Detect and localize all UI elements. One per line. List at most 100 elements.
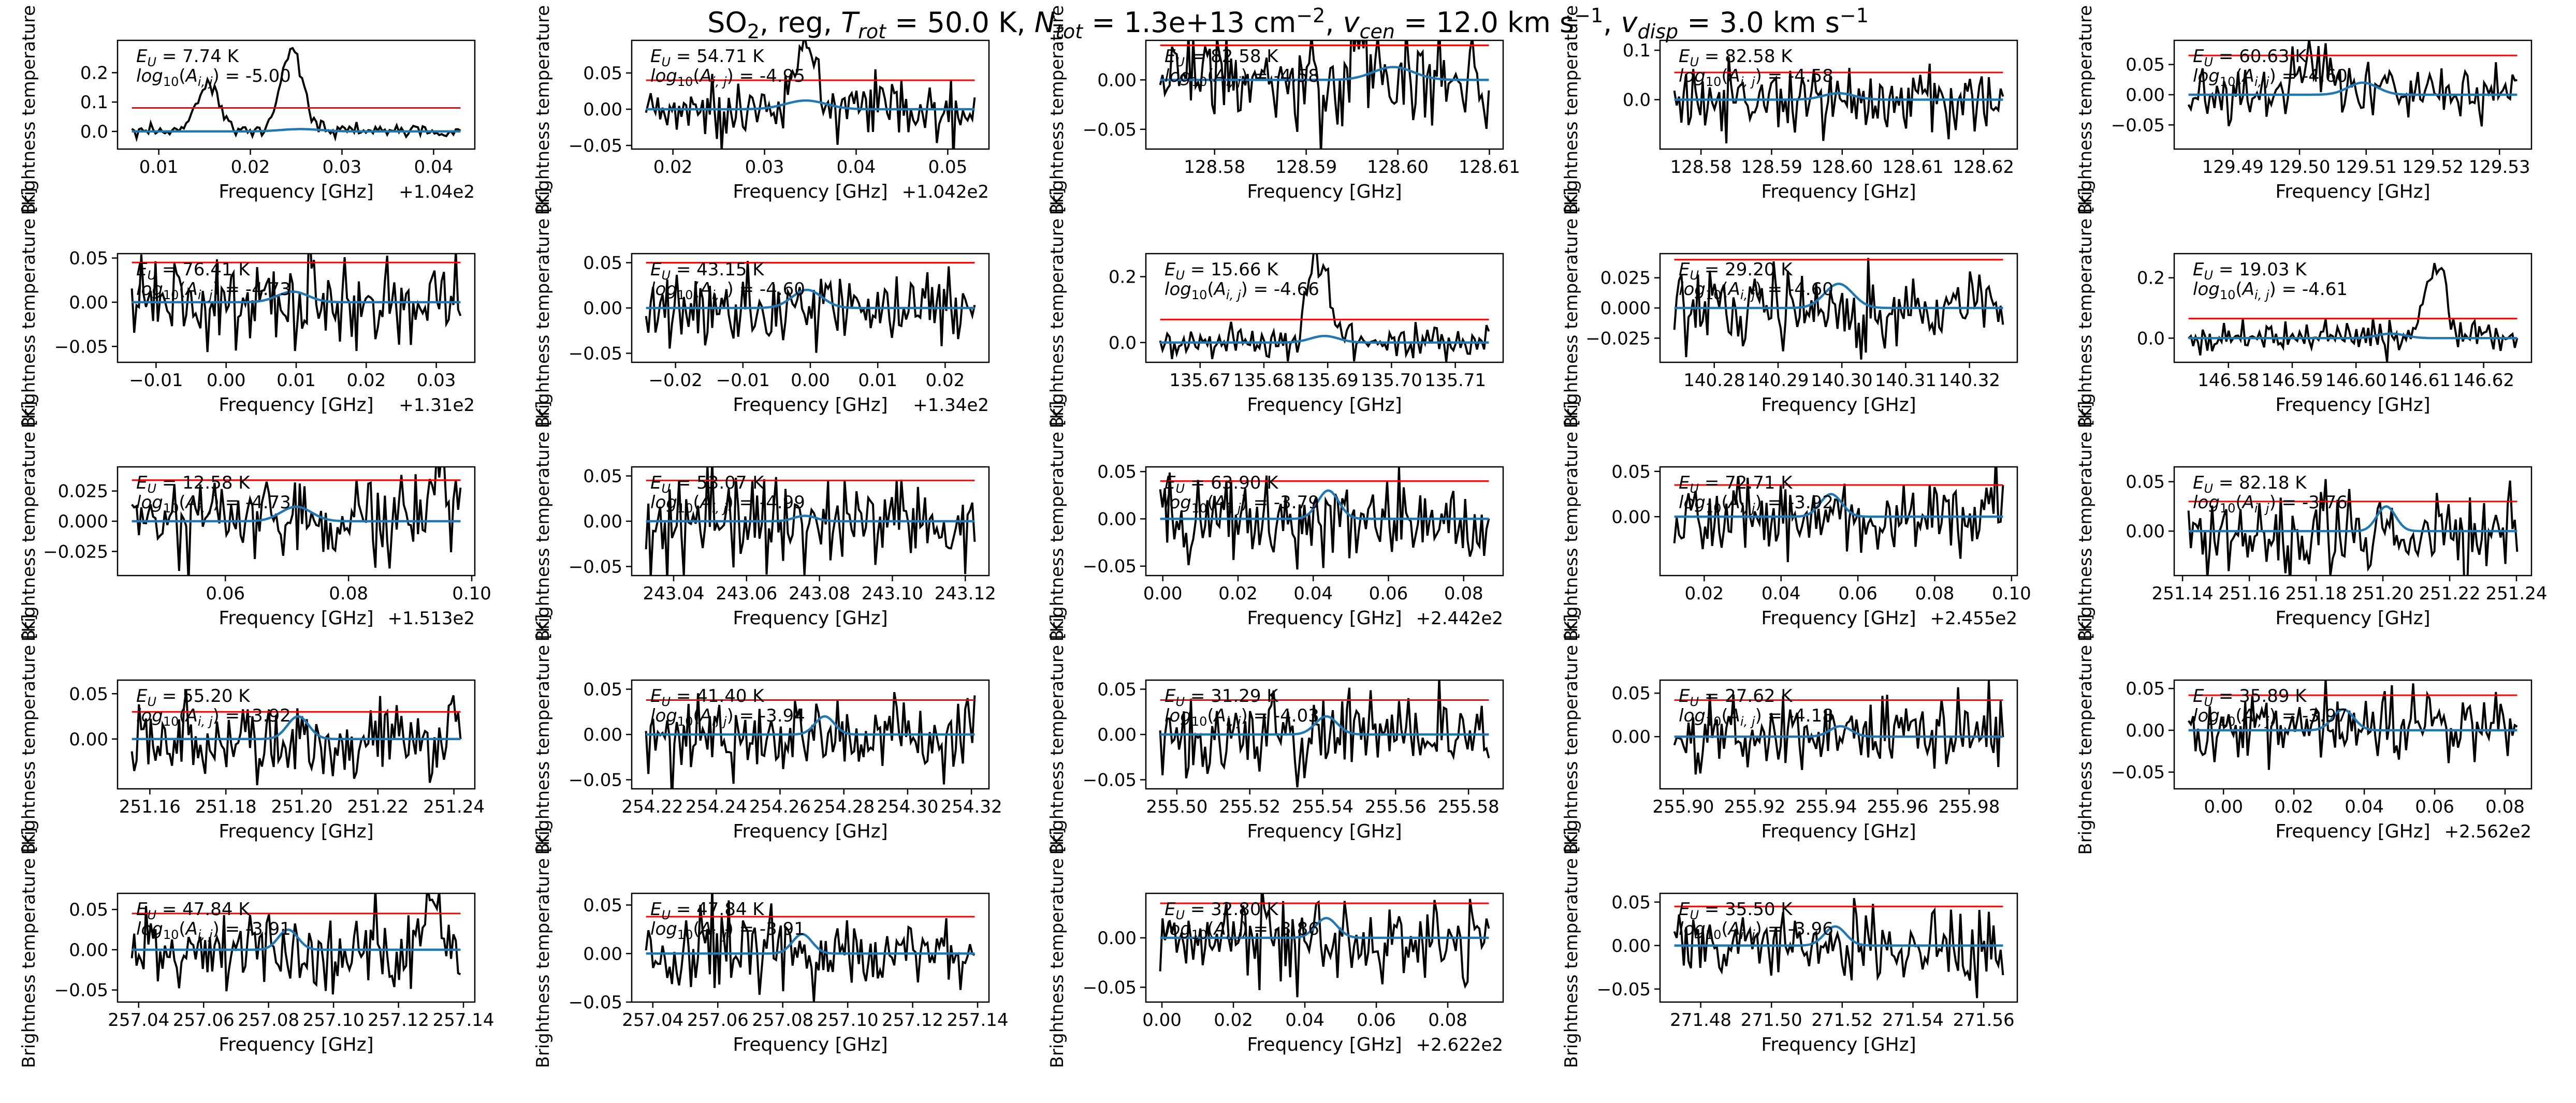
observed-spectrum-line xyxy=(1673,898,2004,998)
axes-frame xyxy=(1659,679,2018,790)
x-axis-label: Frequency [GHz] xyxy=(733,394,887,416)
observed-spectrum-line xyxy=(131,467,462,576)
y-tick-label: 0.0 xyxy=(1109,333,1137,354)
einstein-a-annotation: log10(Ai, j) = -3.92 xyxy=(136,705,291,729)
y-tick-label: −0.025 xyxy=(43,541,108,562)
x-tick-label: 140.29 xyxy=(1747,370,1809,391)
observed-spectrum-line xyxy=(2187,680,2518,770)
observed-spectrum-line xyxy=(130,690,462,786)
x-tick-label: 257.10 xyxy=(817,1010,879,1031)
subplot-6: −0.01 0.00 0.01 0.02 0.03 −0.05 0.00 0.05 Freque… xyxy=(19,187,476,429)
subplot-24: 271.48 271.50 271.52 271.54 271.56 −0.05 0.00 0… xyxy=(1561,827,2018,1068)
x-tick-label: 135.68 xyxy=(1233,370,1294,391)
x-axis-label: Frequency [GHz] xyxy=(1761,608,1916,629)
y-axis-label: Brightness temperature [K] xyxy=(1047,0,1068,215)
x-offset-label: +2.562e2 xyxy=(2444,821,2531,842)
x-tick-label: 0.06 xyxy=(206,583,245,604)
x-tick-label: 129.52 xyxy=(2402,157,2464,178)
y-axis-label: Brightness temperature [K] xyxy=(533,401,554,641)
x-tick-label: 0.01 xyxy=(858,370,897,391)
axes-frame xyxy=(2173,679,2533,790)
x-axis-label: Frequency [GHz] xyxy=(1761,821,1916,842)
y-axis-label: Brightness temperature [K] xyxy=(2075,401,2096,641)
x-tick-label: 0.02 xyxy=(1218,583,1258,604)
x-tick-label: 257.06 xyxy=(173,1010,235,1031)
x-axis-label: Frequency [GHz] xyxy=(219,1034,373,1055)
subplot-8: 135.67 135.68 135.69 135.70 135.71 0.0 0.2 Freq… xyxy=(1047,187,1504,429)
x-tick-label: 257.14 xyxy=(433,1010,494,1031)
upper-energy-annotation: EU = 31.29 K xyxy=(1165,686,1279,709)
x-tick-label: 128.59 xyxy=(1275,157,1337,178)
x-offset-label: +2.622e2 xyxy=(1416,1035,1503,1055)
subplot-14: 0.02 0.04 0.06 0.08 0.10 0.00 0.05 Frequency [G… xyxy=(1561,401,2031,641)
upper-energy-annotation: EU = 82.58 K xyxy=(1165,46,1279,69)
x-tick-label: 0.08 xyxy=(1444,583,1483,604)
y-axis-label: Brightness temperature [K] xyxy=(1047,827,1068,1068)
y-tick-label: −0.05 xyxy=(2111,115,2165,136)
x-tick-label: 135.67 xyxy=(1169,370,1231,391)
y-tick-label: 0.00 xyxy=(583,298,622,319)
x-tick-label: 129.50 xyxy=(2269,157,2331,178)
x-tick-label: 128.58 xyxy=(1184,157,1245,178)
x-tick-label: 251.22 xyxy=(2419,583,2481,604)
axes-frame xyxy=(117,39,476,150)
y-tick-label: 0.0 xyxy=(80,122,108,142)
observed-spectrum-line xyxy=(645,893,976,1002)
axes-frame xyxy=(631,892,990,1003)
subplot-12: 243.04 243.06 243.08 243.10 243.12 −0.05 0.00 0… xyxy=(533,401,996,641)
x-tick-label: 271.54 xyxy=(1882,1010,1944,1031)
y-axis-label: Brightness temperature [K] xyxy=(2075,187,2096,428)
y-tick-label: 0.05 xyxy=(1611,892,1651,913)
subplot-22: 257.04 257.06 257.08 257.10 257.12 257.14 −0.0… xyxy=(533,827,1009,1068)
observed-spectrum-line xyxy=(1673,681,2004,775)
x-tick-label: 0.10 xyxy=(1992,583,2031,604)
y-tick-label: 0.2 xyxy=(80,63,108,83)
upper-energy-annotation: EU = 41.40 K xyxy=(650,686,765,709)
subplot-2: 0.02 0.03 0.04 0.05 −0.05 0.00 0.05 Frequency [… xyxy=(533,0,990,215)
upper-energy-annotation: EU = 47.84 K xyxy=(136,899,251,922)
y-tick-label: 0.05 xyxy=(583,680,622,700)
model-spectrum-line xyxy=(1160,917,1489,939)
x-offset-label: +2.442e2 xyxy=(1416,608,1503,629)
observed-spectrum-line xyxy=(1673,467,2004,563)
y-tick-label: −0.05 xyxy=(569,557,622,578)
x-tick-label: 255.92 xyxy=(1724,797,1785,817)
upper-energy-annotation: EU = 60.63 K xyxy=(2193,46,2307,69)
x-tick-label: 0.00 xyxy=(207,370,246,391)
x-tick-label: 128.58 xyxy=(1670,157,1732,178)
x-tick-label: 251.24 xyxy=(423,797,485,817)
y-axis-label: Brightness temperature [K] xyxy=(2075,0,2096,215)
x-tick-label: 243.08 xyxy=(789,583,850,604)
y-tick-label: 0.00 xyxy=(1611,727,1651,747)
x-tick-label: 257.04 xyxy=(108,1010,169,1031)
upper-energy-annotation: EU = 76.41 K xyxy=(136,259,251,283)
model-spectrum-line xyxy=(646,288,975,310)
x-tick-label: 255.98 xyxy=(1938,797,2000,817)
y-axis-label: Brightness temperature [K] xyxy=(1047,401,1068,641)
x-tick-label: 0.04 xyxy=(837,157,876,178)
x-tick-label: 140.28 xyxy=(1683,370,1745,391)
axes-frame xyxy=(2173,253,2533,363)
x-tick-label: 128.60 xyxy=(1811,157,1873,178)
x-axis-label: Frequency [GHz] xyxy=(1247,821,1402,842)
x-tick-label: 128.59 xyxy=(1741,157,1802,178)
x-tick-label: 243.06 xyxy=(716,583,777,604)
einstein-a-annotation: log10(Ai, j) = -3.76 xyxy=(2193,492,2348,516)
observed-spectrum-line xyxy=(1159,254,1490,362)
upper-energy-annotation: EU = 54.71 K xyxy=(650,46,765,69)
upper-energy-annotation: EU = 29.20 K xyxy=(1679,259,1793,283)
observed-spectrum-line xyxy=(645,261,976,353)
upper-energy-annotation: EU = 82.18 K xyxy=(2193,473,2307,496)
x-tick-label: 0.10 xyxy=(452,583,491,604)
subplot-11: 0.06 0.08 0.10 −0.025 0.000 0.025 Frequency [G… xyxy=(19,401,491,641)
x-tick-label: 146.61 xyxy=(2389,370,2451,391)
upper-energy-annotation: EU = 35.89 K xyxy=(2193,686,2307,709)
model-spectrum-line xyxy=(1674,283,2003,310)
y-tick-label: 0.00 xyxy=(1611,936,1651,957)
x-tick-label: 243.12 xyxy=(935,583,996,604)
observed-spectrum-line xyxy=(1159,467,1490,570)
einstein-a-annotation: log10(Ai, j) = -4.61 xyxy=(2193,279,2348,302)
x-tick-label: 0.06 xyxy=(1357,1010,1396,1031)
x-tick-label: 257.12 xyxy=(368,1010,429,1031)
x-tick-label: 128.62 xyxy=(1953,157,2014,178)
